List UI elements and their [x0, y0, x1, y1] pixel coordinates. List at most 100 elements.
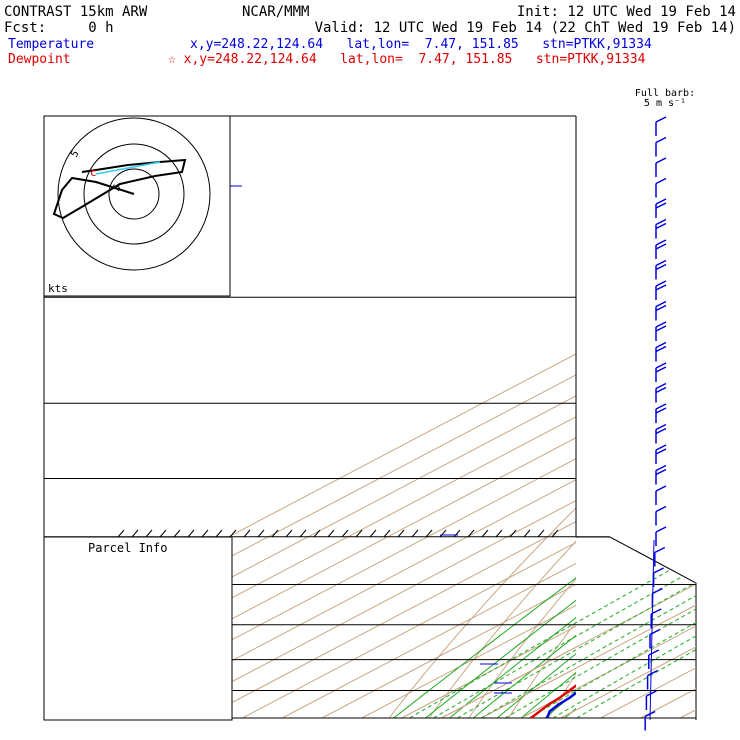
wind-barb-flag — [655, 341, 667, 349]
hodograph: c 5 5 kts — [43, 115, 231, 297]
hodograph-frame — [43, 115, 231, 297]
hodograph-units-label: kts — [48, 282, 68, 295]
dewpoint-legend-info: ☆ x,y=248.22,124.64 lat,lon= 7.47, 151.8… — [168, 52, 646, 67]
wind-barb-cluster — [649, 539, 655, 721]
dry-adiabat-line — [668, 116, 740, 718]
wind-barb-flag — [655, 177, 667, 185]
hatch-tick — [271, 529, 279, 538]
forecast-hour: Fcst: 0 h — [4, 20, 114, 36]
lower-mixing-ratio-lines — [409, 537, 696, 719]
hatch-tick — [467, 529, 475, 538]
isotherm-line — [321, 583, 576, 719]
wind-barb-flag — [655, 526, 667, 533]
hatch-tick — [495, 529, 503, 538]
dry-adiabat-lines — [388, 116, 740, 719]
mixing-ratio-line — [576, 537, 696, 719]
hatch-tick — [173, 529, 181, 538]
isotherm-line — [560, 537, 696, 719]
wind-barb-flag — [655, 202, 667, 209]
wind-barb-flag — [655, 304, 667, 312]
hatch-tick — [145, 529, 153, 538]
wind-barb-flag — [655, 468, 667, 476]
wind-barb-flag — [655, 280, 667, 287]
isotherm-line — [481, 667, 576, 719]
isotherm-line — [481, 537, 696, 719]
dry-adiabat-line — [388, 507, 576, 719]
chart-labels — [117, 185, 559, 694]
temperature-legend-info: x,y=248.22,124.64 lat,lon= 7.47, 151.85 … — [190, 37, 652, 52]
wind-barb-flag — [655, 485, 667, 492]
parcel-info-background — [43, 536, 233, 721]
dry-adiabat-line — [547, 672, 576, 719]
hodograph-ring-label: 5 — [69, 149, 82, 160]
hatch-tick — [523, 529, 531, 538]
wind-barb-flag — [655, 259, 667, 267]
wind-barb-flag — [655, 243, 667, 250]
wind-barb-flag — [655, 505, 667, 513]
isotherm-line — [520, 537, 696, 719]
wind-barb-flag — [647, 669, 658, 677]
wind-barb-flag — [655, 284, 667, 291]
isotherm-line — [122, 479, 576, 719]
hatch-tick — [159, 529, 167, 538]
wind-barb-flag — [655, 345, 667, 353]
mixing-ratio-line — [433, 537, 696, 719]
wind-barb-flag — [654, 546, 666, 554]
hodograph-trace — [52, 158, 187, 220]
wind-barb-flag — [655, 218, 667, 226]
mixing-ratio-line — [457, 537, 696, 719]
wind-barb-flag — [655, 263, 667, 271]
isotherm-line — [361, 604, 576, 719]
valid-time: Valid: 12 UTC Wed 19 Feb 14 (22 ChT Wed … — [315, 20, 736, 36]
wind-barb-flag — [655, 444, 667, 451]
wind-barb-flag — [655, 362, 667, 369]
hodograph-ring-label: 5 — [111, 183, 124, 194]
hatch-tick — [243, 529, 251, 538]
dry-adiabat-line — [628, 116, 740, 718]
hodograph-ring-inner — [108, 168, 160, 220]
hodograph-ring-middle — [83, 143, 185, 245]
wind-barb-flag — [655, 321, 667, 328]
hatch-tick — [229, 529, 237, 538]
isotherm-line — [162, 500, 576, 719]
hatch-tick — [313, 529, 321, 538]
hatch-tick — [201, 529, 209, 538]
hatch-tick — [481, 529, 489, 538]
wind-barb-flag — [655, 386, 667, 394]
wind-barb-flag — [655, 423, 667, 431]
hatch-tick — [257, 529, 265, 538]
hatch-tick — [215, 529, 223, 538]
isotherm-line — [83, 458, 576, 719]
wind-barb-flag — [655, 448, 667, 455]
wind-barb-flag — [655, 157, 667, 164]
isotherm-line — [520, 688, 576, 719]
moist-adiabat-line — [472, 634, 576, 719]
wind-barb-flag — [655, 222, 667, 230]
wind-barb-flag — [655, 116, 667, 123]
hatch-tick — [453, 529, 461, 538]
mixing-ratio-line — [528, 537, 696, 719]
hatch-tick — [425, 529, 433, 538]
wind-barb-flag — [655, 407, 667, 414]
hatch-tick — [383, 529, 391, 538]
wind-barb-flag — [655, 427, 667, 435]
isotherm-line — [44, 437, 576, 719]
init-time: Init: 12 UTC Wed 19 Feb 14 — [517, 4, 736, 20]
wind-barb-flag — [655, 325, 667, 332]
model-title: CONTRAST 15km ARW — [4, 4, 148, 20]
dry-adiabat-line — [468, 578, 576, 719]
wind-barb-flag — [655, 403, 667, 410]
sounding-profiles — [530, 684, 576, 719]
lower-region-outline — [576, 536, 697, 720]
hatch-tick — [299, 529, 307, 538]
mixing-ratio-line — [481, 537, 696, 719]
isotherm-line — [242, 541, 576, 719]
wind-key-line2: 5 m s⁻¹ — [644, 98, 686, 109]
hatch-tick — [341, 529, 349, 538]
dry-adiabat-line — [508, 621, 576, 719]
wind-barb-flag — [655, 136, 667, 144]
hatch-tick — [411, 529, 419, 538]
isotherm-line — [441, 537, 696, 719]
wind-barbs — [644, 116, 667, 731]
isotherm-line — [601, 116, 740, 718]
